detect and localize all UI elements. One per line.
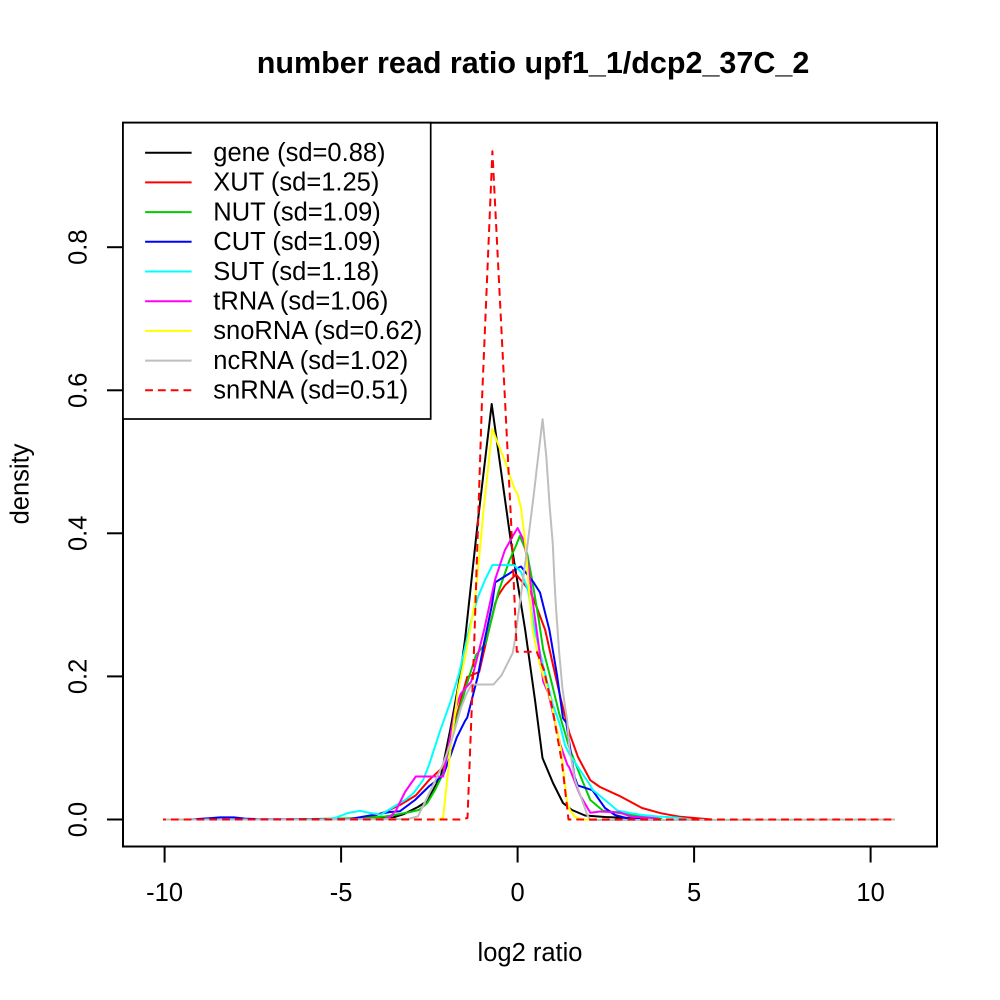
svg-text:snoRNA (sd=0.62): snoRNA (sd=0.62) [213, 317, 422, 345]
svg-text:0.6: 0.6 [65, 373, 93, 408]
svg-text:density: density [7, 443, 35, 524]
svg-text:10: 10 [856, 879, 884, 907]
svg-text:0.8: 0.8 [65, 229, 93, 264]
svg-text:CUT (sd=1.09): CUT (sd=1.09) [213, 228, 380, 256]
svg-text:5: 5 [687, 879, 701, 907]
svg-text:number read ratio upf1_1/dcp2_: number read ratio upf1_1/dcp2_37C_2 [257, 46, 810, 80]
svg-text:-5: -5 [330, 879, 353, 907]
svg-text:ncRNA (sd=1.02): ncRNA (sd=1.02) [213, 347, 408, 375]
svg-text:0.4: 0.4 [65, 516, 93, 551]
svg-text:0.2: 0.2 [65, 659, 93, 694]
svg-text:SUT (sd=1.18): SUT (sd=1.18) [213, 258, 379, 286]
svg-text:tRNA (sd=1.06): tRNA (sd=1.06) [213, 288, 388, 316]
svg-text:gene (sd=0.88): gene (sd=0.88) [213, 139, 385, 167]
svg-text:0: 0 [511, 879, 525, 907]
svg-text:0.0: 0.0 [65, 802, 93, 837]
svg-text:snRNA (sd=0.51): snRNA (sd=0.51) [213, 377, 408, 405]
svg-text:NUT (sd=1.09): NUT (sd=1.09) [213, 198, 380, 226]
svg-text:log2 ratio: log2 ratio [478, 939, 583, 967]
svg-text:-10: -10 [146, 879, 183, 907]
svg-text:XUT (sd=1.25): XUT (sd=1.25) [213, 169, 379, 197]
